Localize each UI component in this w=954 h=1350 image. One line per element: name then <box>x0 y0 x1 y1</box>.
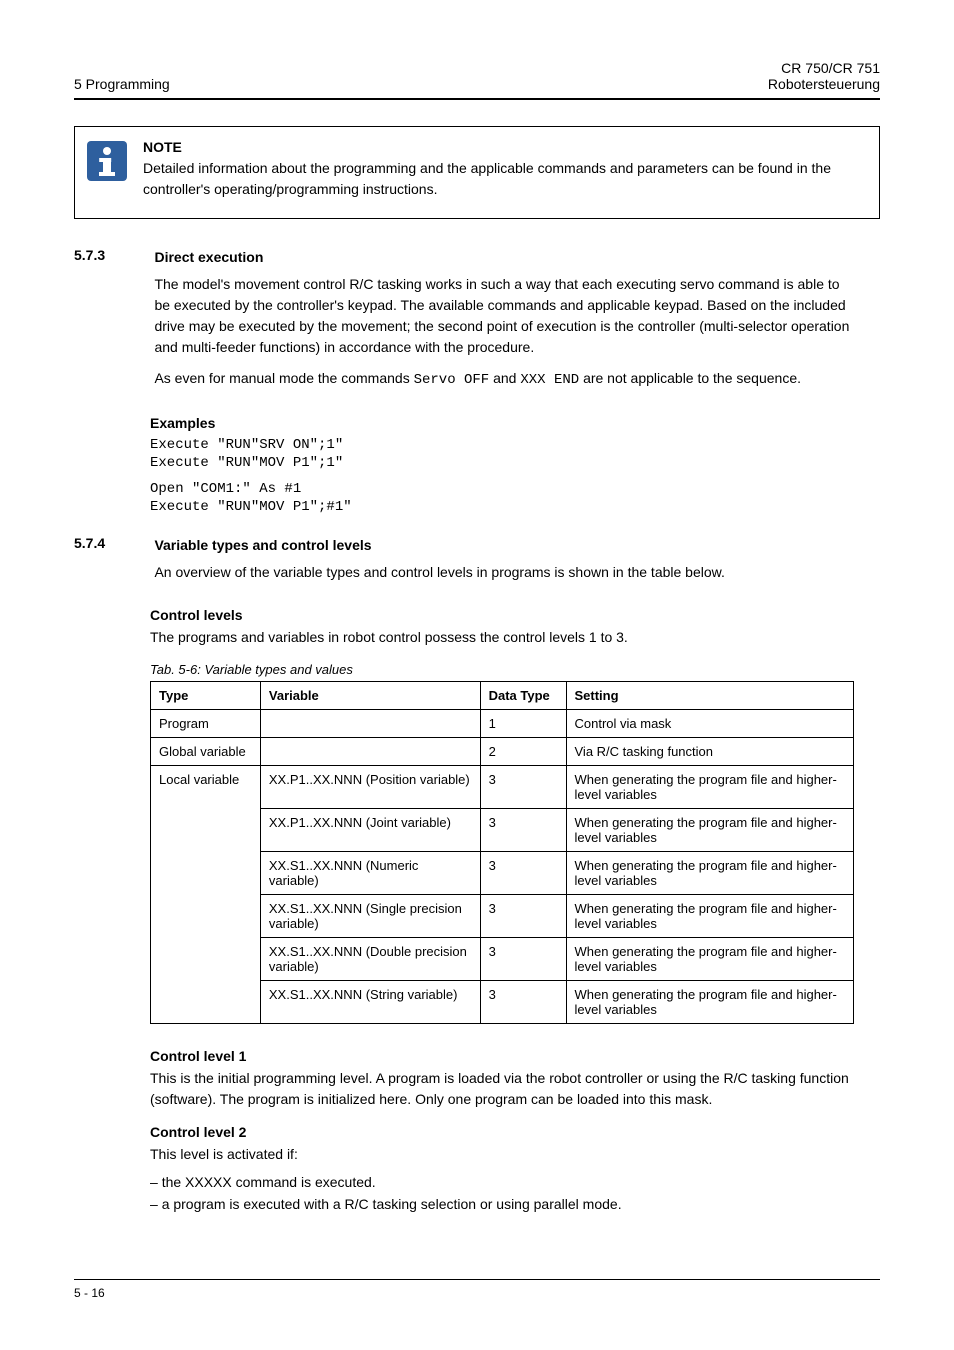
cell-datatype: 2 <box>480 738 566 766</box>
cell-setting: When generating the program file and hig… <box>566 809 854 852</box>
control-levels-heading: Control levels <box>150 607 880 623</box>
bullet-item: – a program is executed with a R/C taski… <box>150 1193 880 1215</box>
cell-datatype: 3 <box>480 809 566 852</box>
example-2: Open "COM1:" As #1 Execute "RUN"MOV P1";… <box>150 481 880 515</box>
level1-block: Control level 1 This is the initial prog… <box>150 1048 880 1110</box>
level2-block: Control level 2 This level is activated … <box>150 1124 880 1216</box>
note-body: Detailed information about the programmi… <box>143 160 831 197</box>
page-header: 5 Programming CR 750/CR 751 Robotersteue… <box>74 60 880 92</box>
section-title-574: Variable types and control levels <box>154 535 854 556</box>
header-doc-line2: Robotersteuerung <box>768 76 880 92</box>
level2-heading: Control level 2 <box>150 1124 880 1140</box>
cell-setting: When generating the program file and hig… <box>566 852 854 895</box>
variable-table: Type Variable Data Type Setting Program … <box>150 681 854 1024</box>
table-col-setting: Setting <box>566 682 854 710</box>
table-col-type: Type <box>151 682 261 710</box>
table-caption-label: Tab. 5-6: <box>150 662 201 677</box>
page: 5 Programming CR 750/CR 751 Robotersteue… <box>0 0 954 1350</box>
cell-variable <box>260 738 480 766</box>
example-1: Execute "RUN"SRV ON";1" Execute "RUN"MOV… <box>150 437 880 471</box>
header-rule <box>74 98 880 100</box>
examples-heading: Examples <box>150 415 880 431</box>
cell-setting: When generating the program file and hig… <box>566 938 854 981</box>
info-icon <box>87 141 127 181</box>
example-2-line1: Open "COM1:" As #1 <box>150 481 880 497</box>
header-doc-line1: CR 750/CR 751 <box>768 60 880 76</box>
cell-datatype: 3 <box>480 852 566 895</box>
header-section: 5 Programming <box>74 76 170 92</box>
examples: Examples Execute "RUN"SRV ON";1" Execute… <box>150 415 880 515</box>
cell-datatype: 3 <box>480 895 566 938</box>
cell-type: Global variable <box>151 738 261 766</box>
cell-type: Program <box>151 710 261 738</box>
footer-rule <box>74 1279 880 1280</box>
section-p1: The model's movement control R/C tasking… <box>154 274 854 358</box>
note-title: NOTE <box>143 139 182 155</box>
cell-datatype: 3 <box>480 981 566 1024</box>
table-caption-text: Variable types and values <box>204 662 352 677</box>
table-col-variable: Variable <box>260 682 480 710</box>
table-row: Local variable XX.P1..XX.NNN (Position v… <box>151 766 854 809</box>
cell-datatype: 1 <box>480 710 566 738</box>
cell-variable: XX.S1..XX.NNN (Single precision variable… <box>260 895 480 938</box>
page-footer: 5 - 16 <box>74 1279 880 1300</box>
table-header-row: Type Variable Data Type Setting <box>151 682 854 710</box>
note-text: NOTE Detailed information about the prog… <box>143 137 865 200</box>
section-label-574: 5.7.4 <box>74 535 150 551</box>
control-levels-block: Control levels The programs and variable… <box>150 607 880 648</box>
example-2-line2: Execute "RUN"MOV P1";#1" <box>150 499 880 515</box>
section-5-7-4: 5.7.4 Variable types and control levels … <box>74 535 880 583</box>
cell-setting: Control via mask <box>566 710 854 738</box>
cell-type: Local variable <box>151 766 261 1024</box>
section-5-7-3: 5.7.3 Direct execution The model's movem… <box>74 247 880 401</box>
cell-datatype: 3 <box>480 938 566 981</box>
cell-setting: When generating the program file and hig… <box>566 895 854 938</box>
cell-datatype: 3 <box>480 766 566 809</box>
note-box: NOTE Detailed information about the prog… <box>74 126 880 219</box>
header-doc: CR 750/CR 751 Robotersteuerung <box>768 60 880 92</box>
cell-variable: XX.P1..XX.NNN (Position variable) <box>260 766 480 809</box>
cell-setting: Via R/C tasking function <box>566 738 854 766</box>
example-1-line2: Execute "RUN"MOV P1";1" <box>150 455 880 471</box>
table-col-datatype: Data Type <box>480 682 566 710</box>
table-row: Global variable 2 Via R/C tasking functi… <box>151 738 854 766</box>
table-row: Program 1 Control via mask <box>151 710 854 738</box>
cell-variable: XX.S1..XX.NNN (Double precision variable… <box>260 938 480 981</box>
level2-bullets: – the XXXXX command is executed. – a pro… <box>150 1171 880 1216</box>
cell-variable <box>260 710 480 738</box>
level1-heading: Control level 1 <box>150 1048 880 1064</box>
level2-body: This level is activated if: <box>150 1144 880 1165</box>
footer-left: 5 - 16 <box>74 1286 105 1300</box>
example-1-line1: Execute "RUN"SRV ON";1" <box>150 437 880 453</box>
section-body-574: An overview of the variable types and co… <box>154 562 854 583</box>
section-label: 5.7.3 <box>74 247 150 263</box>
cell-setting: When generating the program file and hig… <box>566 766 854 809</box>
level1-body: This is the initial programming level. A… <box>150 1068 880 1110</box>
cell-variable: XX.S1..XX.NNN (String variable) <box>260 981 480 1024</box>
cell-setting: When generating the program file and hig… <box>566 981 854 1024</box>
section-p2: As even for manual mode the commands Ser… <box>154 368 854 391</box>
cell-variable: XX.S1..XX.NNN (Numeric variable) <box>260 852 480 895</box>
control-levels-body: The programs and variables in robot cont… <box>150 627 880 648</box>
bullet-item: – the XXXXX command is executed. <box>150 1171 880 1193</box>
cell-variable: XX.P1..XX.NNN (Joint variable) <box>260 809 480 852</box>
section-title: Direct execution <box>154 247 854 268</box>
table-caption: Tab. 5-6: Variable types and values <box>150 662 880 677</box>
